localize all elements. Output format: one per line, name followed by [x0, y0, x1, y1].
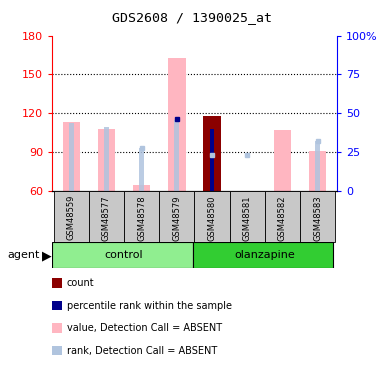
- Text: GSM48559: GSM48559: [67, 195, 76, 240]
- Text: rank, Detection Call = ABSENT: rank, Detection Call = ABSENT: [67, 346, 217, 355]
- Bar: [159, 191, 194, 242]
- Text: GSM48581: GSM48581: [243, 195, 252, 241]
- Bar: [229, 191, 265, 242]
- Bar: [124, 191, 159, 242]
- Text: olanzapine: olanzapine: [234, 250, 295, 260]
- Bar: [274, 130, 291, 191]
- Bar: [62, 122, 80, 191]
- Text: GSM48579: GSM48579: [172, 195, 181, 241]
- Bar: [89, 191, 124, 242]
- Bar: [192, 242, 333, 268]
- Text: ▶: ▶: [42, 250, 52, 263]
- Bar: [139, 147, 144, 191]
- Text: GDS2608 / 1390025_at: GDS2608 / 1390025_at: [112, 11, 273, 24]
- Text: percentile rank within the sample: percentile rank within the sample: [67, 301, 232, 310]
- Text: GSM48577: GSM48577: [102, 195, 111, 241]
- Text: agent: agent: [8, 250, 40, 260]
- Bar: [69, 123, 74, 191]
- Text: GSM48583: GSM48583: [313, 195, 322, 241]
- Text: control: control: [105, 250, 143, 260]
- Bar: [104, 127, 109, 191]
- Bar: [309, 151, 326, 191]
- Text: value, Detection Call = ABSENT: value, Detection Call = ABSENT: [67, 323, 222, 333]
- Bar: [300, 191, 335, 242]
- Bar: [203, 116, 221, 191]
- Bar: [265, 191, 300, 242]
- Text: GSM48578: GSM48578: [137, 195, 146, 241]
- Text: count: count: [67, 278, 94, 288]
- Bar: [174, 120, 179, 191]
- Bar: [194, 191, 229, 242]
- Bar: [315, 141, 320, 191]
- Bar: [52, 242, 192, 268]
- Bar: [133, 184, 151, 191]
- Bar: [98, 129, 115, 191]
- Bar: [210, 129, 214, 191]
- Text: GSM48580: GSM48580: [208, 195, 216, 241]
- Bar: [168, 58, 186, 191]
- Bar: [54, 191, 89, 242]
- Text: GSM48582: GSM48582: [278, 195, 287, 241]
